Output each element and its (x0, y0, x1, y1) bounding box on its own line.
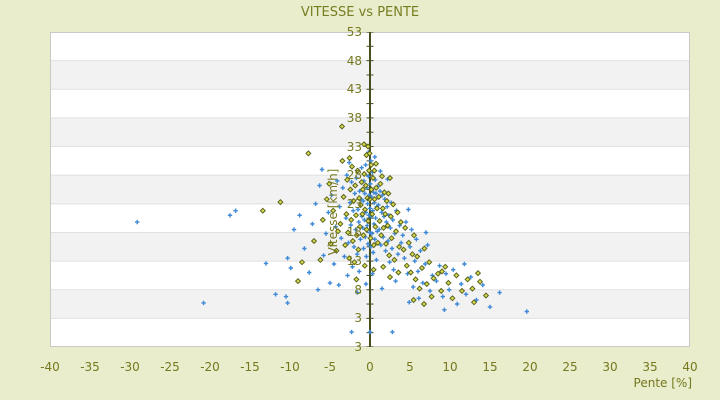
scatter-plot-canvas (50, 32, 690, 347)
x-tick-label: -25 (160, 360, 180, 374)
y-tick-label: 3 (354, 340, 362, 354)
x-tick-label: 15 (482, 360, 498, 374)
y-tick-label: 8 (354, 282, 362, 297)
y-tick-label: 48 (346, 53, 362, 68)
x-tick-label: 40 (682, 360, 698, 374)
x-tick-label: -20 (200, 360, 220, 374)
x-axis-title: Pente [%] (633, 376, 692, 390)
x-tick-label: -15 (240, 360, 260, 374)
x-tick-label: 20 (522, 360, 538, 374)
x-tick-label: 10 (442, 360, 458, 374)
x-tick-label: 0 (366, 360, 374, 374)
x-tick-label: 30 (602, 360, 618, 374)
x-tick-label: -35 (80, 360, 100, 374)
chart-title: VITESSE vs PENTE (300, 5, 420, 20)
y-tick-label: 13 (346, 254, 362, 269)
x-tick-label: -10 (280, 360, 300, 374)
y-axis-title: Vitesse [km/h] (326, 168, 340, 256)
y-tick-label: 33 (346, 139, 362, 154)
plot-area (50, 32, 690, 347)
y-tick-label: 23 (346, 196, 362, 211)
x-tick-label: 35 (642, 360, 658, 374)
x-tick-label: 25 (562, 360, 578, 374)
scatter-series-vitesse-olive (259, 123, 490, 308)
y-tick-label: 43 (346, 82, 362, 97)
y-tick-label: 28 (346, 168, 362, 183)
y-tick-label: 18 (346, 225, 362, 240)
x-tick-label: 5 (406, 360, 414, 374)
x-tick-label: -30 (120, 360, 140, 374)
y-tick-label: 53 (346, 25, 362, 39)
y-tick-label: 38 (346, 110, 362, 125)
y-tick-label: 3 (354, 311, 362, 326)
x-tick-label: -5 (324, 360, 336, 374)
x-tick-label: -40 (40, 360, 60, 374)
